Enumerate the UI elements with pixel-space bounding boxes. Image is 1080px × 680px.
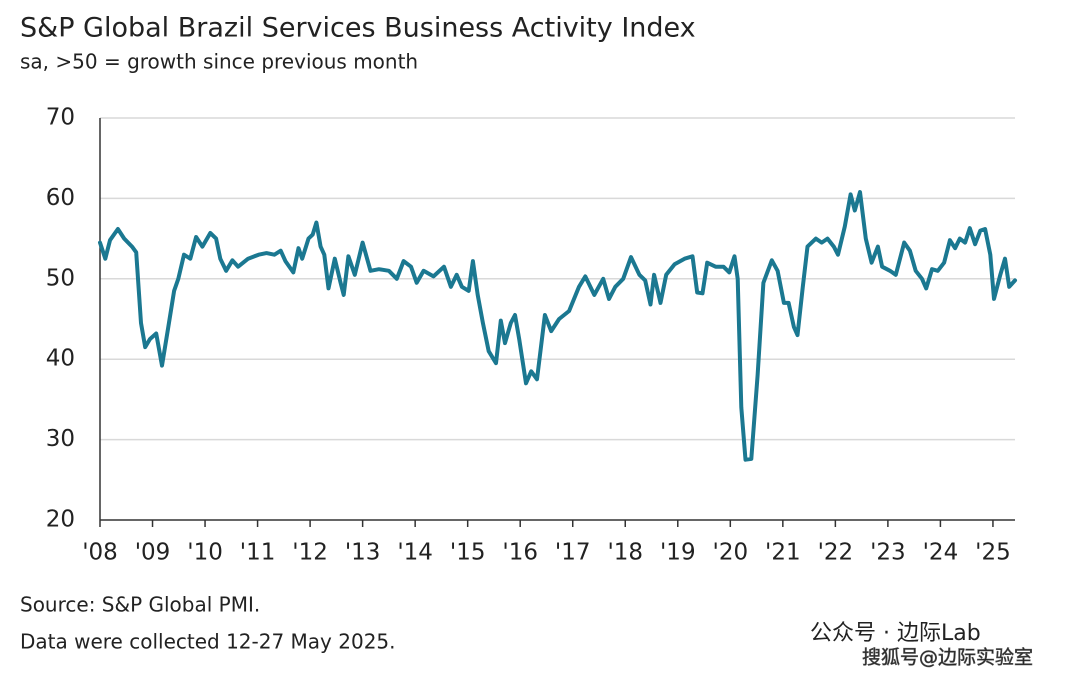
watermark: 搜狐号@边际实验室 bbox=[862, 647, 1033, 669]
x-tick-label: '16 bbox=[502, 540, 538, 566]
x-tick-label: '23 bbox=[870, 540, 906, 566]
x-tick-label: '14 bbox=[397, 540, 433, 566]
x-tick-label: '22 bbox=[818, 540, 854, 566]
y-tick-label: 40 bbox=[46, 346, 75, 372]
x-tick-label: '12 bbox=[292, 540, 328, 566]
x-tick-label: '08 bbox=[82, 540, 118, 566]
y-tick-label: 20 bbox=[46, 507, 75, 533]
y-tick-label: 30 bbox=[46, 426, 75, 452]
x-tick-label: '24 bbox=[923, 540, 959, 566]
source: Source: S&P Global PMI. bbox=[20, 593, 260, 617]
x-tick-label: '19 bbox=[660, 540, 696, 566]
x-tick-label: '20 bbox=[713, 540, 749, 566]
x-tick-label: '18 bbox=[607, 540, 643, 566]
x-tick-label: '11 bbox=[240, 540, 276, 566]
chart-subtitle: sa, >50 = growth since previous month bbox=[20, 50, 418, 74]
y-tick-label: 50 bbox=[46, 265, 75, 291]
watermark: 公众号 · 边际Lab bbox=[810, 621, 981, 646]
y-tick-label: 60 bbox=[46, 185, 75, 211]
x-tick-label: '10 bbox=[187, 540, 223, 566]
x-tick-label: '25 bbox=[975, 540, 1011, 566]
x-tick-label: '09 bbox=[135, 540, 171, 566]
line bbox=[98, 190, 1017, 462]
y-tick-label: 70 bbox=[46, 105, 75, 131]
x-tick-label: '13 bbox=[345, 540, 381, 566]
x-tick-label: '17 bbox=[555, 540, 591, 566]
x-tick-label: '15 bbox=[450, 540, 486, 566]
x-tick-label: '21 bbox=[765, 540, 801, 566]
note: Data were collected 12-27 May 2025. bbox=[20, 630, 396, 654]
chart-title: S&P Global Brazil Services Business Acti… bbox=[20, 13, 696, 44]
